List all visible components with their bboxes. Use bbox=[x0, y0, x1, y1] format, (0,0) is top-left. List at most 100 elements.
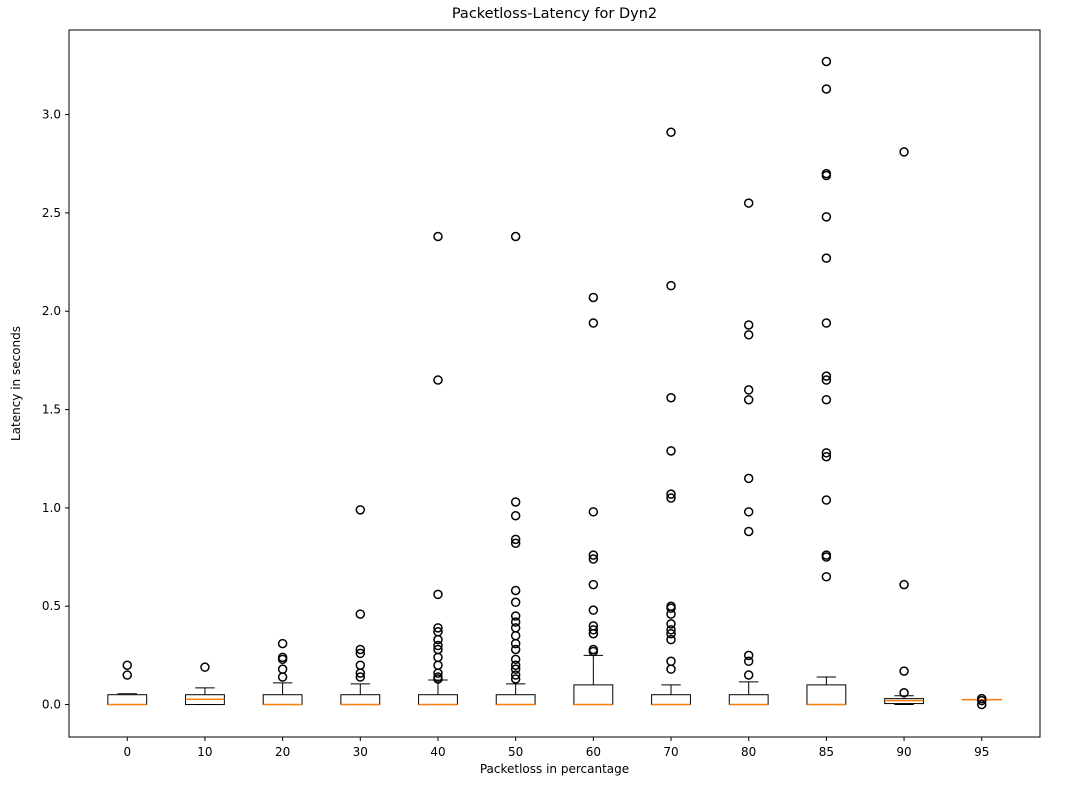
outlier-point bbox=[277, 638, 288, 649]
outlier-point bbox=[433, 627, 443, 637]
outlier-point bbox=[899, 666, 909, 676]
y-tick-label: 1.5 bbox=[42, 403, 61, 417]
outlier-point bbox=[122, 670, 133, 680]
outlier-point bbox=[743, 650, 754, 661]
outlier-point bbox=[433, 589, 443, 600]
box-group bbox=[573, 292, 614, 706]
outlier-point bbox=[355, 609, 366, 619]
box-group bbox=[961, 693, 1002, 710]
outlier-point bbox=[588, 605, 599, 615]
outlier-point bbox=[666, 601, 676, 611]
outlier-point bbox=[433, 660, 443, 670]
outlier-point bbox=[899, 579, 909, 590]
box-group bbox=[495, 231, 536, 706]
outlier-point bbox=[821, 571, 832, 582]
outlier-point bbox=[666, 393, 676, 403]
outlier-point bbox=[355, 660, 366, 670]
outlier-point bbox=[821, 318, 832, 328]
outlier-point bbox=[510, 654, 521, 665]
outlier-point bbox=[821, 371, 832, 381]
y-tick-label: 0.5 bbox=[42, 599, 61, 613]
box-group bbox=[185, 662, 225, 706]
x-tick-label: 90 bbox=[896, 745, 911, 759]
outlier-point bbox=[200, 662, 210, 672]
outlier-point bbox=[821, 495, 832, 505]
outlier-point bbox=[743, 656, 754, 667]
x-axis-label: Packetloss in percantage bbox=[480, 762, 629, 776]
outlier-point bbox=[510, 511, 521, 521]
outlier-point bbox=[743, 526, 754, 537]
y-tick-label: 1.0 bbox=[42, 501, 61, 515]
box-group bbox=[728, 198, 769, 706]
box bbox=[418, 694, 458, 706]
x-tick-label: 0 bbox=[123, 745, 131, 759]
outlier-point bbox=[122, 660, 133, 670]
outlier-point bbox=[821, 375, 832, 385]
outlier-point bbox=[355, 644, 366, 655]
outlier-point bbox=[588, 318, 599, 328]
x-tick-label: 50 bbox=[508, 745, 523, 759]
outlier-point bbox=[666, 280, 676, 291]
box bbox=[262, 694, 303, 706]
y-tick-label: 0.0 bbox=[42, 698, 61, 712]
outlier-point bbox=[666, 127, 676, 138]
outlier-point bbox=[821, 56, 832, 67]
outlier-point bbox=[666, 493, 676, 503]
box bbox=[651, 694, 691, 706]
outlier-point bbox=[588, 507, 599, 517]
box bbox=[495, 694, 536, 706]
outlier-point bbox=[976, 693, 987, 704]
outlier-point bbox=[510, 231, 521, 242]
y-tick-label: 2.0 bbox=[42, 304, 61, 318]
box-group bbox=[418, 231, 458, 706]
outlier-point bbox=[277, 652, 288, 663]
outlier-point bbox=[433, 231, 443, 242]
outlier-point bbox=[510, 585, 521, 596]
outlier-point bbox=[588, 292, 599, 303]
y-axis-label: Latency in seconds bbox=[9, 326, 23, 441]
outlier-point bbox=[510, 597, 521, 608]
outlier-point bbox=[821, 394, 832, 405]
outlier-point bbox=[899, 688, 909, 698]
box-group bbox=[340, 505, 381, 706]
box bbox=[728, 694, 769, 706]
x-tick-label: 95 bbox=[974, 745, 989, 759]
outlier-point bbox=[743, 385, 754, 395]
outlier-point bbox=[743, 670, 754, 680]
outlier-point bbox=[510, 497, 521, 507]
outlier-point bbox=[433, 640, 443, 651]
outlier-point bbox=[510, 538, 521, 549]
outlier-point bbox=[899, 147, 909, 157]
outlier-point bbox=[588, 554, 599, 564]
outlier-point bbox=[277, 672, 288, 682]
outlier-point bbox=[666, 489, 676, 499]
outlier-point bbox=[433, 652, 443, 663]
y-tick-label: 3.0 bbox=[42, 108, 61, 122]
x-tick-label: 85 bbox=[819, 745, 834, 759]
outlier-point bbox=[510, 674, 521, 684]
box bbox=[806, 684, 847, 706]
outlier-point bbox=[433, 644, 443, 655]
outlier-point bbox=[666, 446, 676, 456]
outlier-point bbox=[510, 623, 521, 633]
outlier-point bbox=[821, 550, 832, 560]
outlier-point bbox=[666, 634, 676, 645]
outlier-point bbox=[510, 660, 521, 670]
outlier-point bbox=[743, 330, 754, 340]
outlier-point bbox=[821, 168, 832, 179]
outlier-point bbox=[821, 253, 832, 263]
x-tick-label: 10 bbox=[197, 745, 212, 759]
outlier-point bbox=[743, 507, 754, 517]
outlier-point bbox=[743, 473, 754, 484]
outlier-point bbox=[433, 375, 443, 385]
outlier-point bbox=[433, 634, 443, 645]
outlier-point bbox=[510, 664, 521, 674]
box bbox=[340, 694, 381, 706]
box bbox=[573, 684, 614, 706]
x-tick-label: 20 bbox=[275, 745, 290, 759]
y-tick-label: 2.5 bbox=[42, 206, 61, 220]
outlier-point bbox=[821, 84, 832, 94]
chart-title: Packetloss-Latency for Dyn2 bbox=[452, 6, 657, 22]
outlier-point bbox=[666, 625, 676, 635]
